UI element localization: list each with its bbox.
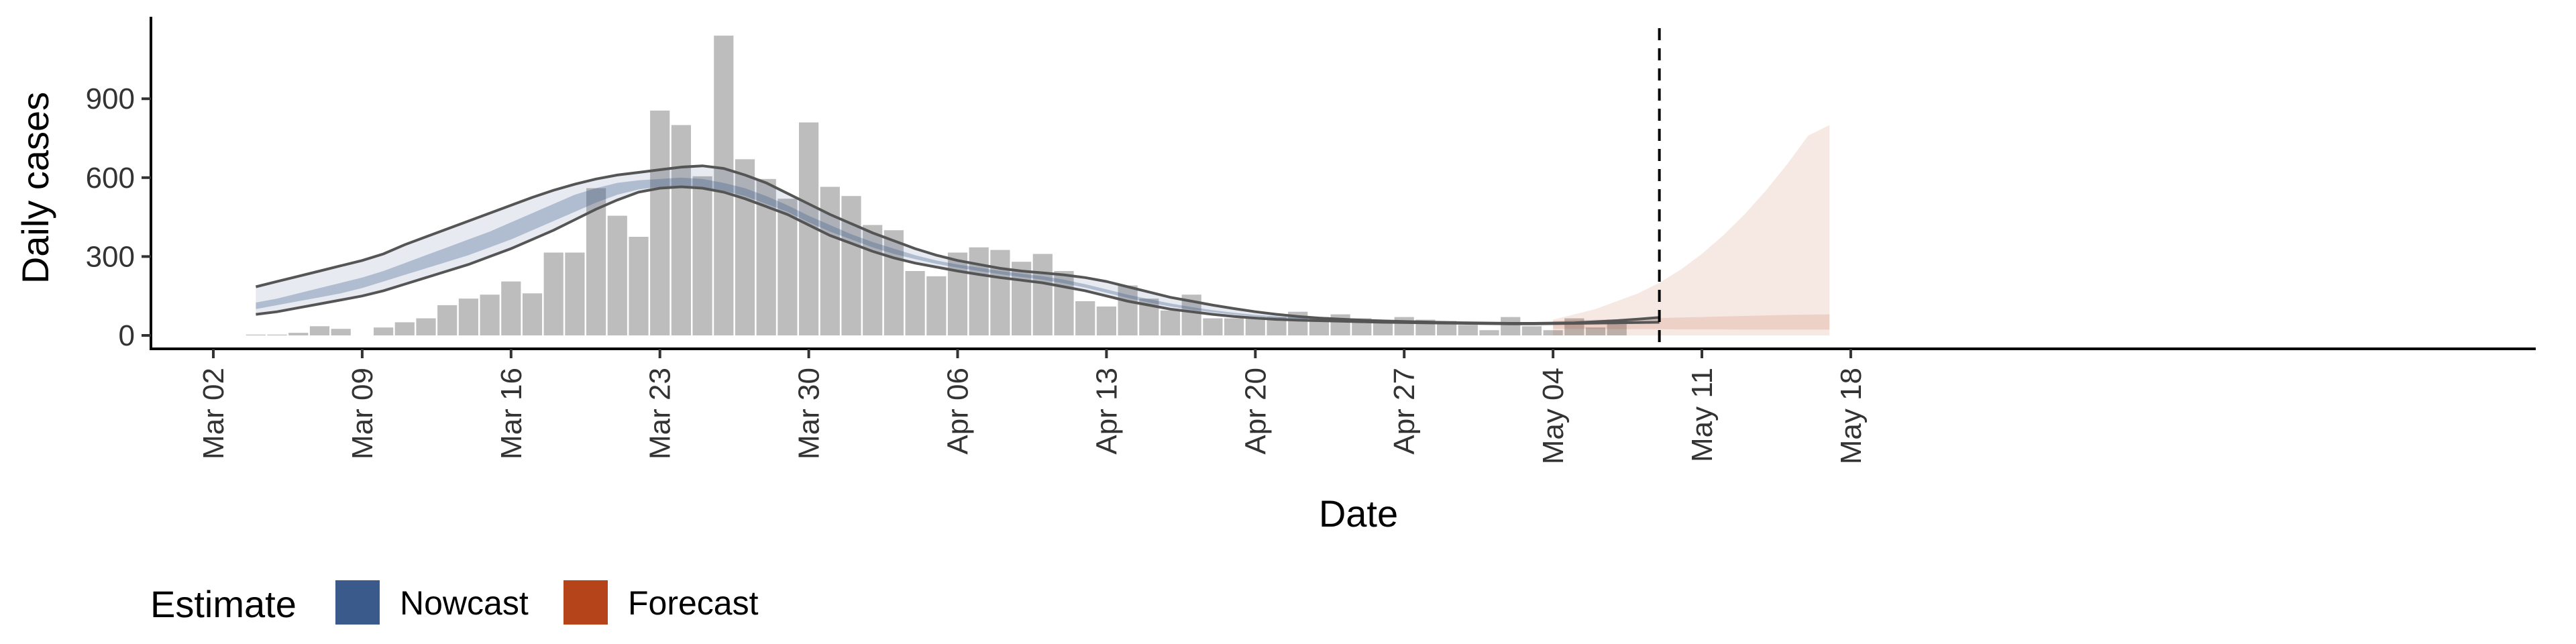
bar	[607, 215, 627, 335]
x-tick-label: Apr 06	[942, 368, 975, 455]
bar	[735, 159, 755, 335]
bar	[416, 318, 436, 335]
x-tick-label: May 11	[1686, 368, 1719, 462]
bar	[309, 326, 330, 335]
x-tick-label: Mar 30	[793, 368, 826, 460]
bar	[1032, 254, 1053, 335]
x-tick-label: Mar 23	[644, 368, 677, 460]
x-axis-title: Date	[1319, 492, 1398, 535]
bar	[990, 250, 1010, 335]
bar	[1373, 321, 1393, 335]
legend: Estimate Nowcast Forecast	[150, 580, 759, 625]
forecast-outer-band	[1553, 125, 1830, 335]
bar	[1224, 318, 1244, 335]
bar	[1543, 330, 1563, 335]
bar	[629, 237, 649, 335]
lines-layer	[255, 164, 1660, 325]
bar	[480, 294, 500, 335]
bar	[1075, 301, 1095, 335]
bar	[969, 247, 989, 335]
y-ticks: 0 300 600 900	[86, 83, 151, 352]
x-tick-label: May 04	[1537, 368, 1570, 464]
bar	[1245, 317, 1265, 335]
bar	[458, 299, 478, 335]
y-tick-label: 900	[86, 83, 135, 115]
x-tick-label: Mar 02	[197, 368, 230, 460]
bar	[947, 252, 968, 335]
bar	[437, 305, 458, 335]
bar	[1118, 285, 1138, 335]
x-tick-label: Apr 13	[1090, 368, 1123, 455]
legend-key-nowcast	[335, 580, 380, 625]
x-ticks: Mar 02 Mar 09 Mar 16 Mar 23 Mar 30 Apr 06 Apr …	[197, 349, 1868, 464]
bar	[288, 333, 309, 335]
bars-layer	[246, 36, 1627, 336]
legend-label-forecast: Forecast	[628, 584, 759, 622]
bar	[777, 199, 798, 335]
bar	[1501, 317, 1521, 335]
bar	[1394, 317, 1414, 335]
x-tick-label: Apr 27	[1388, 368, 1421, 455]
bar	[1585, 327, 1606, 335]
y-tick-label: 600	[86, 162, 135, 195]
bar	[1437, 321, 1457, 335]
bar	[650, 110, 670, 336]
bar	[714, 36, 734, 335]
y-tick-label: 300	[86, 240, 135, 273]
bar	[1054, 271, 1074, 335]
bar	[1160, 310, 1181, 335]
x-tick-label: Mar 09	[346, 368, 379, 460]
bar	[692, 176, 712, 335]
bar	[394, 322, 415, 335]
y-tick-label: 0	[119, 319, 135, 352]
bar	[671, 125, 691, 335]
y-axis-title: Daily cases	[14, 92, 56, 284]
bar	[522, 293, 543, 335]
nowcast-lower-line	[256, 185, 1660, 325]
bar	[1203, 318, 1223, 335]
bar	[1521, 326, 1542, 335]
bar	[1458, 325, 1478, 335]
bar	[926, 276, 947, 335]
bar	[905, 271, 925, 335]
x-tick-label: May 18	[1835, 368, 1868, 464]
forecast-inner-band	[1553, 314, 1830, 330]
bar	[501, 281, 521, 335]
bar	[331, 329, 351, 335]
bar	[374, 327, 394, 335]
bands-layer	[256, 125, 1830, 335]
bar	[565, 252, 585, 335]
bar	[1012, 262, 1032, 335]
legend-title: Estimate	[150, 583, 297, 625]
bar	[841, 196, 861, 335]
bar	[1096, 306, 1116, 335]
bar	[1479, 330, 1499, 335]
bar	[883, 230, 904, 335]
legend-label-nowcast: Nowcast	[400, 584, 529, 622]
bar	[863, 225, 883, 335]
x-tick-label: Apr 20	[1239, 368, 1272, 455]
bar	[820, 186, 840, 335]
bar	[543, 252, 564, 335]
x-tick-label: Mar 16	[495, 368, 528, 460]
legend-key-forecast	[564, 580, 608, 625]
